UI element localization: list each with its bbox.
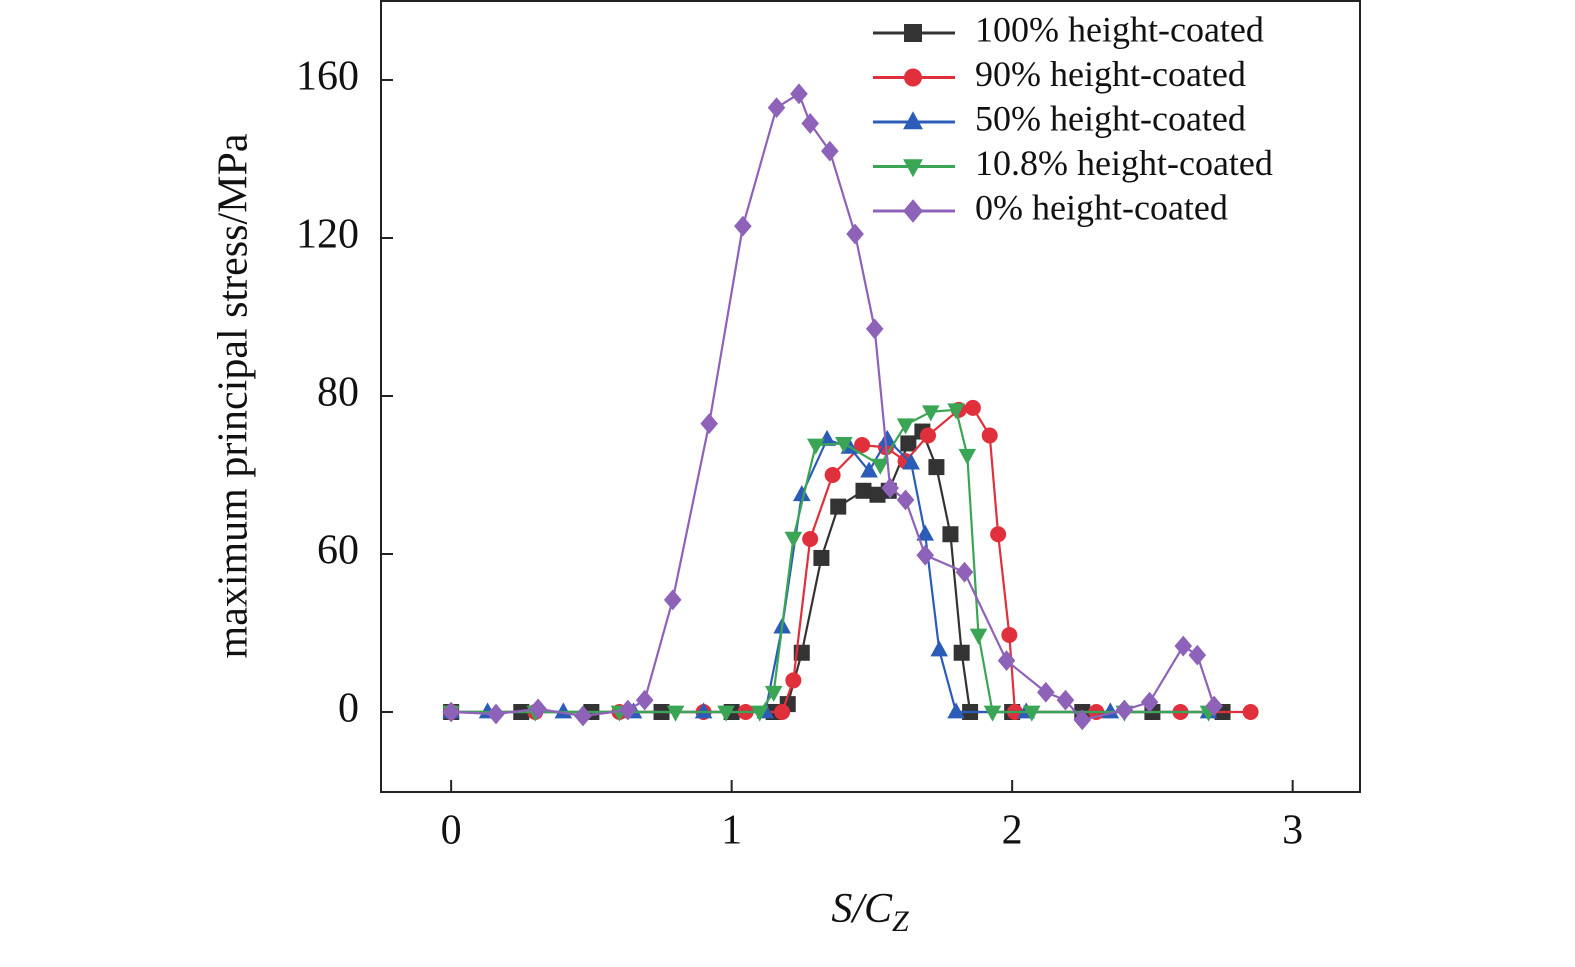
marker [821,140,839,162]
marker [635,689,654,711]
y-tick-label: 0 [338,686,359,732]
marker [953,644,970,661]
y-tick-label: 80 [317,370,359,416]
marker [878,429,897,446]
marker [903,199,923,223]
marker [1205,695,1223,717]
legend-label: 90% height-coated [975,54,1246,94]
marker [1073,709,1092,731]
marker [871,458,890,475]
marker [1174,635,1193,657]
marker [792,485,811,502]
marker [916,544,935,566]
marker [881,477,899,499]
marker [764,685,783,702]
marker [806,438,825,455]
legend-label: 50% height-coated [975,98,1246,138]
marker [964,399,981,416]
marker [750,705,769,722]
marker [969,628,988,645]
marker [900,435,917,452]
marker [916,524,935,541]
marker [846,223,864,245]
legend-label: 0% height-coated [975,187,1228,227]
series-line [451,408,1209,714]
marker [922,405,940,422]
marker [487,703,505,725]
marker [824,467,841,484]
marker [790,83,808,105]
y-tick-label: 60 [317,528,359,574]
x-axis-label-sub: Z [892,905,909,938]
marker [830,498,847,515]
marker [801,113,819,134]
marker [942,526,959,543]
x-axis-label: S/CZ [831,886,909,938]
marker [1115,699,1134,721]
marker [904,68,922,87]
marker [813,549,830,566]
marker [896,489,915,511]
marker [860,461,878,478]
marker [666,705,685,722]
marker [1188,644,1207,666]
marker [1001,626,1018,643]
marker [990,526,1007,543]
marker [574,705,592,727]
marker [1242,704,1259,721]
x-tick-label: 3 [1282,808,1303,854]
legend-label: 10.8% height-coated [975,143,1273,183]
marker [930,640,949,657]
marker [981,427,998,444]
marker [694,702,713,719]
y-tick-label: 120 [296,212,359,258]
marker [442,701,460,723]
marker [700,413,719,435]
marker [1037,681,1055,703]
marker [955,561,974,583]
marker [802,530,819,547]
marker [958,448,977,465]
marker [1022,705,1041,722]
marker [947,403,965,420]
marker [903,111,923,130]
marker [1140,691,1159,713]
marker [774,704,791,721]
marker [983,705,1002,722]
marker [928,459,945,476]
marker [855,482,872,499]
marker [903,159,923,178]
x-tick-label: 1 [721,808,742,854]
marker [997,650,1016,672]
marker [947,702,965,719]
series-line [451,92,1216,722]
marker [734,215,752,237]
y-axis-label: maximum principal stress/MPa [211,133,257,658]
y-tick-label: 160 [296,54,359,100]
marker [865,318,884,340]
marker [784,531,803,548]
marker [1056,689,1075,711]
marker [854,436,871,453]
x-tick-label: 0 [441,808,462,854]
x-axis-label-main: S/C [831,886,893,932]
marker [717,705,735,722]
marker [835,437,853,454]
marker [920,427,937,444]
marker [767,97,786,119]
marker [902,453,920,470]
x-tick-label: 2 [1002,808,1023,854]
marker [663,589,682,611]
marker [619,699,637,721]
marker [785,672,802,689]
marker [554,702,573,719]
marker [529,698,547,720]
legend-label: 100% height-coated [975,9,1264,49]
marker [904,24,922,42]
marker [896,418,915,435]
